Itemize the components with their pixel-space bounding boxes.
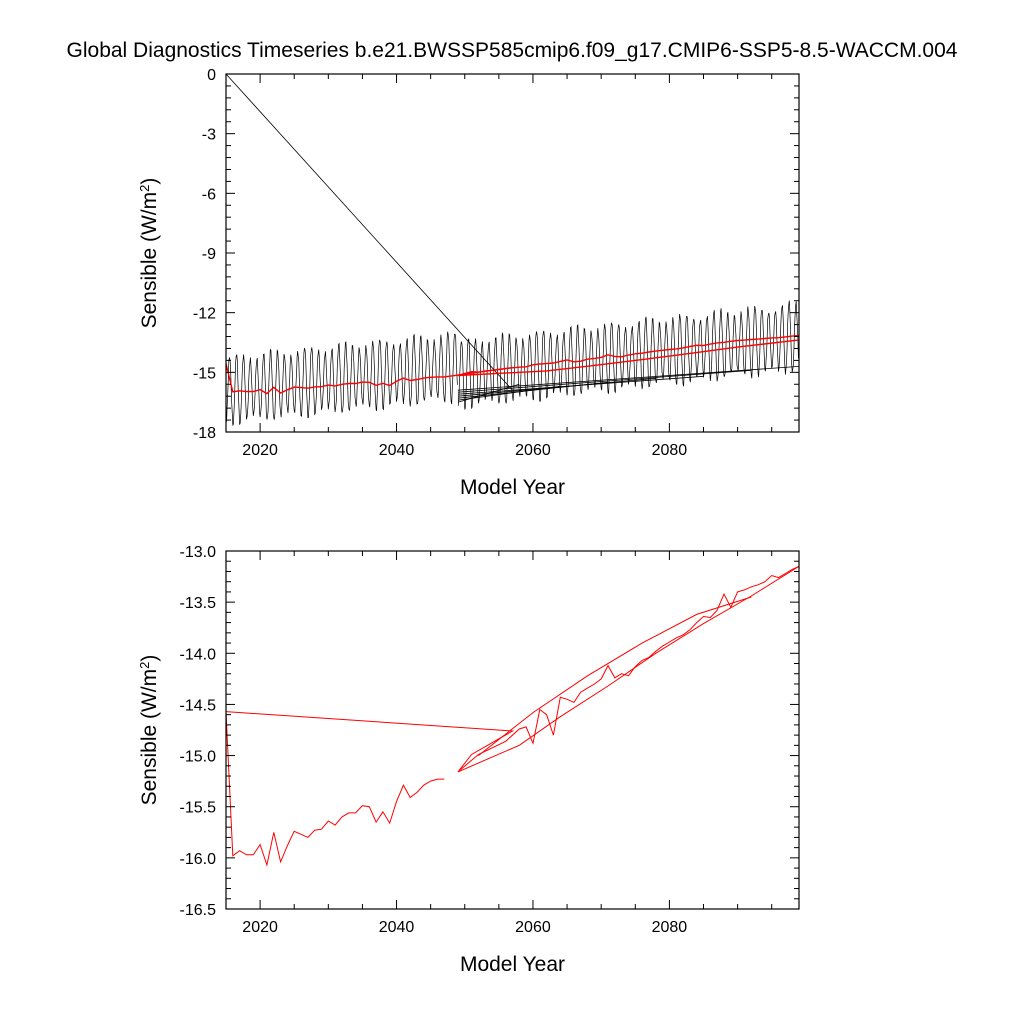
y-tick-label: -16.5 — [180, 902, 217, 919]
bottom-y-axis-label: Sensible (W/m2) — [137, 655, 162, 806]
y-tick-label: -13.0 — [180, 544, 217, 561]
y-tick-label: -16.0 — [180, 851, 217, 868]
y-tick-label: -18 — [193, 425, 216, 442]
x-tick-label: 2040 — [379, 442, 415, 459]
monthly-wrap-line — [457, 375, 704, 395]
annual-mean-line — [225, 565, 800, 773]
y-tick-label: -3 — [202, 127, 216, 144]
annual-mean-line — [478, 596, 752, 756]
y-tick-label: -12 — [193, 306, 216, 323]
x-tick-label: 2060 — [515, 442, 551, 459]
y-tick-label: 0 — [207, 67, 216, 84]
y-tick-label: -14.0 — [180, 646, 217, 663]
annual-mean-line — [457, 565, 800, 773]
figure-title: Global Diagnostics Timeseries b.e21.BWSS… — [67, 39, 958, 62]
top-tick-labels: 2020 2040 2060 2080 0 -3 -6 -9 -12 -15 -18 — [193, 67, 687, 459]
top-timeseries-panel: 2020 2040 2060 2080 0 -3 -6 -9 -12 -15 -18 Model Y… — [137, 67, 800, 499]
bottom-tick-labels: 2020 2040 2060 2080 -13.0 -13.5 -14.0 -14.5 -15.… — [180, 544, 688, 936]
monthly-wrap-line — [225, 73, 513, 391]
bottom-annual-panel: 2020 2040 2060 2080 -13.0 -13.5 -14.0 -14.5 -15.… — [137, 544, 800, 976]
annual-mean-line — [225, 363, 513, 395]
monthly-series-line — [225, 331, 458, 426]
x-tick-label: 2040 — [379, 919, 415, 936]
y-tick-label: -15.0 — [180, 749, 217, 766]
top-plot-area — [225, 73, 800, 426]
x-tick-label: 2080 — [652, 442, 688, 459]
x-tick-label: 2020 — [242, 919, 278, 936]
bottom-x-axis-label: Model Year — [460, 953, 565, 976]
bottom-axis-ticks — [225, 550, 799, 910]
annual-mean-line — [457, 339, 800, 377]
x-tick-label: 2060 — [515, 919, 551, 936]
annual-mean-line — [225, 711, 445, 867]
y-tick-label: -13.5 — [180, 595, 217, 612]
bottom-plot-area — [225, 565, 800, 867]
x-tick-label: 2080 — [652, 919, 688, 936]
x-tick-label: 2020 — [242, 442, 278, 459]
top-axis-ticks — [225, 73, 799, 433]
y-tick-label: -6 — [202, 186, 216, 203]
y-tick-label: -15 — [193, 365, 216, 382]
top-plot-frame — [225, 73, 800, 433]
bottom-plot-frame — [225, 550, 800, 910]
y-tick-label: -9 — [202, 246, 216, 263]
annual-mean-line — [457, 334, 800, 377]
top-y-axis-label: Sensible (W/m2) — [137, 178, 162, 329]
top-x-axis-label: Model Year — [460, 476, 565, 499]
y-tick-label: -15.5 — [180, 800, 217, 817]
monthly-wrap-line — [457, 369, 752, 393]
y-tick-label: -14.5 — [180, 697, 217, 714]
monthly-wrap-line — [457, 366, 800, 391]
